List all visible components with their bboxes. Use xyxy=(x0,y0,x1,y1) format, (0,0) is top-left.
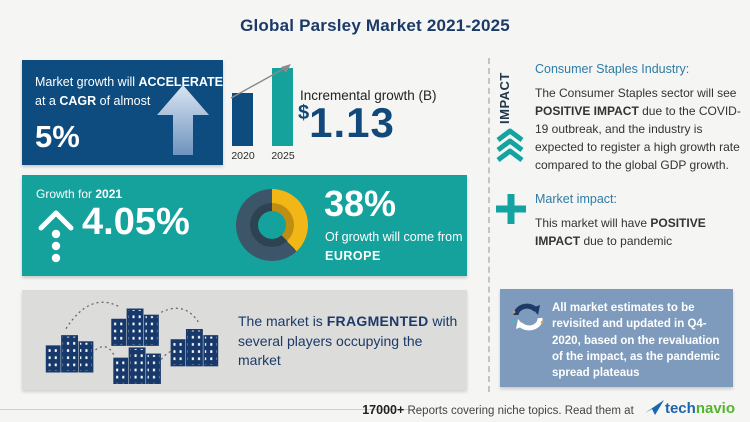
industry-body: The Consumer Staples sector will see POS… xyxy=(535,84,745,174)
trend-arrow-icon xyxy=(230,64,291,99)
market-impact-body: This market will have POSITIVE IMPACT du… xyxy=(535,214,745,250)
donut-hole xyxy=(258,211,286,239)
bar-2020 xyxy=(232,93,253,146)
incremental-number: 1.13 xyxy=(309,99,395,146)
plus-icon xyxy=(496,194,526,224)
fragmented-post: with several players occupying the marke… xyxy=(238,313,458,369)
europe-share-value: 38% xyxy=(324,183,397,224)
triple-chevron-up-icon xyxy=(496,128,524,162)
market-impact-post: due to pandemic xyxy=(580,234,673,248)
market-impact-pre: This market will have xyxy=(535,216,651,230)
bar-2025 xyxy=(272,68,293,146)
estimates-note-box: All market estimates to be revisited and… xyxy=(500,289,733,387)
growth-box: Growth for 2021 4.05% 38% Of growth will… xyxy=(22,175,467,276)
cagr-line2-pre: at a xyxy=(35,94,60,109)
footer-divider xyxy=(0,409,420,410)
up-arrow-icon xyxy=(157,85,209,155)
cagr-box: Market growth will ACCELERATE at a CAGR … xyxy=(22,60,223,165)
technavio-logo-icon xyxy=(644,400,664,415)
industry-body-pre: The Consumer Staples sector will see xyxy=(535,86,737,100)
industry-body-post: due to the COVID-19 outbreak, and the in… xyxy=(535,104,741,172)
industry-body-bold: POSITIVE IMPACT xyxy=(535,104,639,118)
industry-heading: Consumer Staples Industry: xyxy=(535,62,690,76)
fragmented-box: The market is FRAGMENTED with several pl… xyxy=(22,290,467,390)
cagr-line1: Market growth will xyxy=(35,75,139,89)
growth-value: 4.05% xyxy=(82,201,190,243)
growth-label: Growth for 2021 xyxy=(36,187,122,201)
footer-tagline: Reports covering niche topics. Read them… xyxy=(404,405,637,417)
impact-vertical-label: IMPACT xyxy=(497,72,512,124)
logo-navio: navio xyxy=(695,400,735,417)
estimates-note-text: All market estimates to be revisited and… xyxy=(552,302,721,380)
growth-label-pre: Growth for xyxy=(36,187,96,201)
market-impact-bold: POSITIVE IMPACT xyxy=(535,216,706,248)
market-impact-heading: Market impact: xyxy=(535,192,617,206)
cagr-text: Market growth will ACCELERATE at a CAGR … xyxy=(35,73,223,112)
cagr-line2-bold: CAGR xyxy=(59,94,97,109)
buildings-network-icon xyxy=(45,301,219,384)
cagr-value: 5% xyxy=(35,119,80,154)
vertical-divider xyxy=(488,58,490,392)
growth-arrow-icon xyxy=(38,210,74,263)
footer: 17000+ Reports covering niche topics. Re… xyxy=(0,400,735,417)
bar-label-2020: 2020 xyxy=(231,150,255,162)
cagr-line2-post: of almost xyxy=(96,94,151,109)
growth-label-year: 2021 xyxy=(95,187,123,201)
fragmented-text: The market is FRAGMENTED with several pl… xyxy=(238,312,460,371)
currency-symbol: $ xyxy=(298,102,310,124)
donut-chart xyxy=(236,189,308,261)
bar-label-2025: 2025 xyxy=(271,150,295,162)
incremental-bar-chart: 2020 2025 xyxy=(229,60,301,162)
europe-share-caption: Of growth will come from xyxy=(325,230,463,244)
refresh-cycle-icon xyxy=(511,303,544,331)
incremental-growth-value: $1.13 xyxy=(298,99,395,147)
europe-share-region: EUROPE xyxy=(325,249,381,263)
page-title: Global Parsley Market 2021-2025 xyxy=(240,16,510,35)
technavio-logo[interactable]: tech navio xyxy=(644,400,735,417)
incremental-growth-label: Incremental growth (B) xyxy=(300,88,437,103)
fragmented-pre: The market is xyxy=(238,313,327,329)
report-count: 17000+ xyxy=(362,403,405,417)
logo-tech: tech xyxy=(664,400,696,417)
fragmented-bold: FRAGMENTED xyxy=(326,313,429,329)
cagr-line1-bold: ACCELERATE xyxy=(138,75,224,89)
